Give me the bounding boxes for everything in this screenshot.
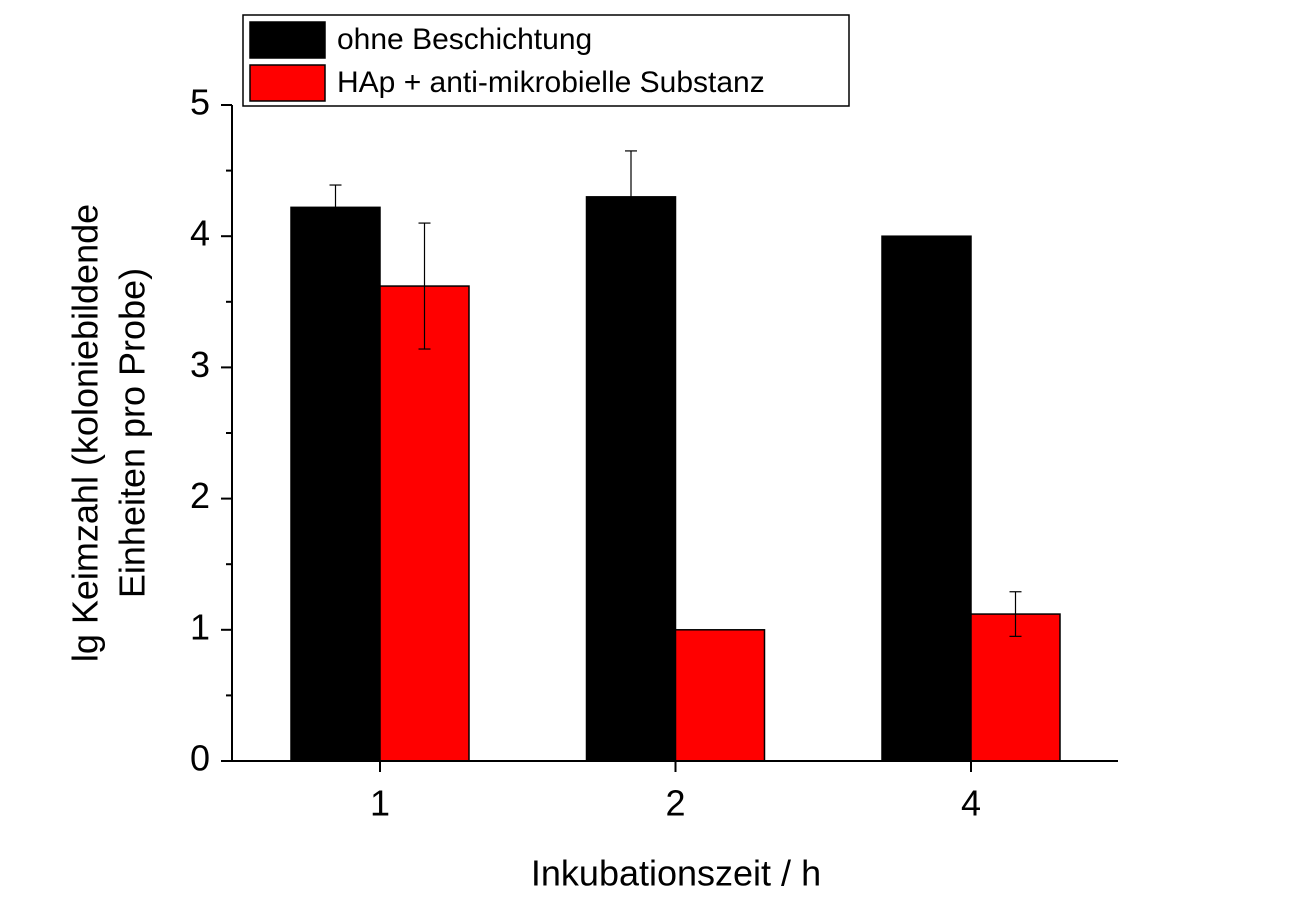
y-tick-label: 3 [190,344,210,385]
x-axis-title: Inkubationszeit / h [531,853,821,894]
error-bar [418,222,431,350]
y-axis-title: Einheiten pro Probe) [112,268,153,598]
y-tick-label: 5 [190,82,210,123]
x-tick-label: 4 [961,783,981,824]
error-bar [1009,591,1022,637]
error-bar [329,184,342,231]
y-tick-label: 0 [190,738,210,779]
error-bar [625,150,637,244]
x-tick-label: 1 [370,783,390,824]
legend-label: HAp + anti-mikrobielle Substanz [337,66,765,99]
y-axis-title: lg Keimzahl (koloniebildende [65,204,106,662]
bar [881,235,972,762]
legend-box [242,14,850,107]
legend-label: ohne Beschichtung [337,23,592,56]
bar [379,285,470,762]
bar [290,206,381,762]
bar [674,629,766,762]
bar [970,613,1061,762]
x-tick-label: 2 [665,783,685,824]
legend-swatch [249,64,326,102]
bar [585,196,677,762]
legend-swatch [249,21,326,59]
y-tick-label: 4 [190,213,210,254]
y-tick-label: 2 [190,475,210,516]
y-tick-label: 1 [190,606,210,647]
